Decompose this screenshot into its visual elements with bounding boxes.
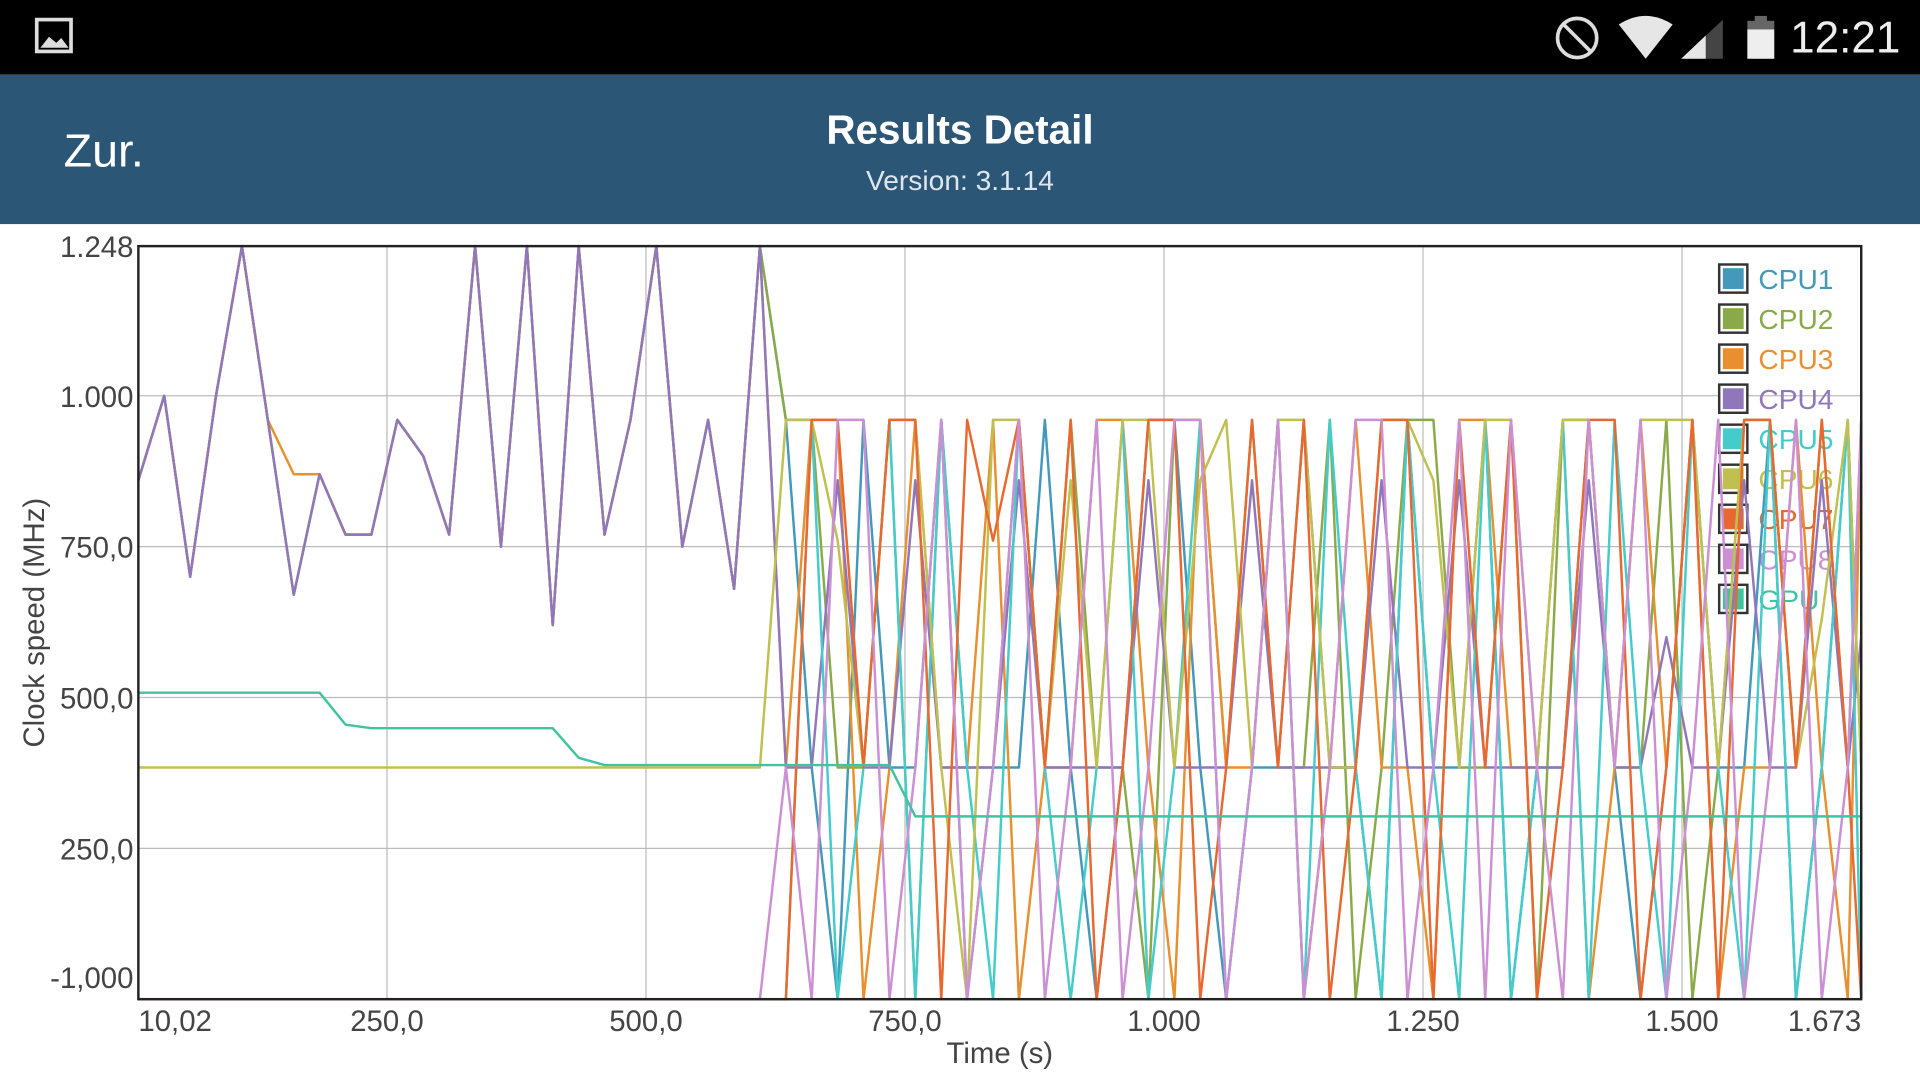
legend-swatch-cpu5 (1722, 428, 1744, 450)
legend-swatch-cpu4 (1722, 388, 1744, 410)
battery-icon (1747, 15, 1775, 59)
status-bar: 12:21 (0, 0, 1920, 75)
y-tick-label: 1.000 (60, 381, 134, 414)
clock: 12:21 (1790, 12, 1901, 63)
x-tick-label: 750,0 (868, 1005, 942, 1038)
legend-label: CPU3 (1758, 344, 1833, 375)
legend-label: CPU4 (1758, 384, 1833, 415)
version-label: Version: 3.1.14 (866, 164, 1054, 196)
x-tick-label: 1.000 (1127, 1005, 1201, 1038)
legend-label: CPU2 (1758, 304, 1833, 335)
y-tick-label: 750,0 (60, 532, 134, 565)
legend-swatch-cpu3 (1722, 348, 1744, 370)
legend-swatch-cpu2 (1722, 308, 1744, 330)
y-axis-label: Clock speed (MHz) (18, 498, 51, 748)
x-tick-label: 500,0 (609, 1005, 683, 1038)
x-tick-label: 1.673 (1788, 1005, 1862, 1038)
plot-frame (137, 244, 1863, 1001)
y-tick-label: 500,0 (60, 682, 134, 715)
y-tick-label: 250,0 (60, 833, 134, 866)
page-title: Results Detail (826, 106, 1094, 152)
series-line-cpu6 (138, 418, 1863, 1001)
x-tick-label: 10,02 (138, 1005, 212, 1038)
x-tick-label: 1.250 (1386, 1005, 1460, 1038)
x-tick-label: 1.500 (1645, 1005, 1719, 1038)
legend-swatch-cpu1 (1722, 268, 1744, 289)
back-button[interactable]: Zur. (63, 126, 144, 178)
do-not-disturb-icon (1555, 16, 1599, 60)
series-line-gpu (138, 691, 1862, 818)
x-axis-label: Time (s) (946, 1037, 1053, 1070)
legend-label: CPU8 (1758, 544, 1833, 575)
gallery-icon (34, 17, 73, 54)
cell-signal-icon (1681, 19, 1723, 59)
app-bar: Zur. Results Detail Version: 3.1.14 (0, 74, 1920, 225)
legend-label: CPU7 (1758, 504, 1833, 535)
y-tick-label: 1.248 (60, 231, 134, 264)
legend-label: CPU1 (1758, 264, 1833, 295)
x-tick-label: 250,0 (350, 1005, 424, 1038)
wifi-icon (1618, 15, 1673, 59)
y-tick-label: -1,000 (50, 962, 133, 995)
